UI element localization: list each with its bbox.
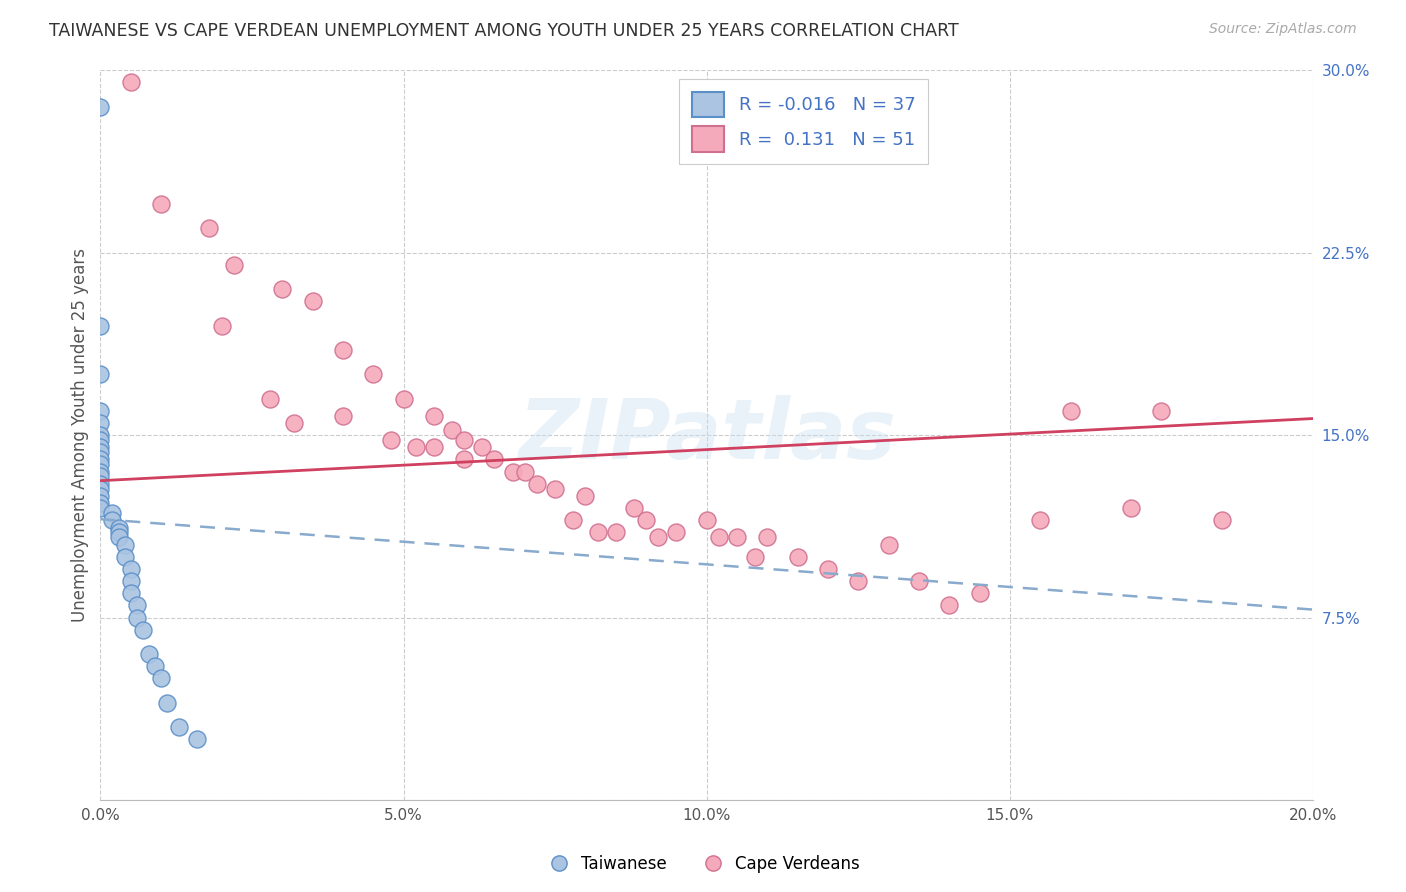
Point <box>150 672 173 686</box>
Point <box>101 513 124 527</box>
Y-axis label: Unemployment Among Youth under 25 years: Unemployment Among Youth under 25 years <box>72 248 89 622</box>
Point <box>301 294 323 309</box>
Point <box>623 501 645 516</box>
Point <box>89 445 111 459</box>
Point <box>1121 501 1143 516</box>
Point <box>120 574 142 588</box>
Point <box>392 392 415 406</box>
Point <box>125 599 148 613</box>
Point <box>453 452 475 467</box>
Point <box>107 530 129 544</box>
Point <box>877 538 900 552</box>
Point <box>725 530 748 544</box>
Point <box>89 440 111 454</box>
Point <box>544 482 567 496</box>
Point <box>89 318 111 333</box>
Point <box>107 525 129 540</box>
Point <box>156 696 179 710</box>
Point <box>89 476 111 491</box>
Point <box>707 530 730 544</box>
Point <box>125 610 148 624</box>
Point <box>786 549 808 564</box>
Point <box>513 465 536 479</box>
Point <box>1059 404 1081 418</box>
Point <box>89 469 111 483</box>
Point <box>132 623 155 637</box>
Point <box>259 392 281 406</box>
Text: TAIWANESE VS CAPE VERDEAN UNEMPLOYMENT AMONG YOUTH UNDER 25 YEARS CORRELATION CH: TAIWANESE VS CAPE VERDEAN UNEMPLOYMENT A… <box>49 22 959 40</box>
Legend: R = -0.016   N = 37, R =  0.131   N = 51: R = -0.016 N = 37, R = 0.131 N = 51 <box>679 79 928 164</box>
Point <box>361 368 384 382</box>
Point <box>423 440 446 454</box>
Point <box>89 433 111 447</box>
Point <box>150 197 173 211</box>
Point <box>211 318 233 333</box>
Point <box>89 404 111 418</box>
Point <box>423 409 446 423</box>
Point <box>332 409 354 423</box>
Point <box>89 501 111 516</box>
Point <box>405 440 427 454</box>
Point <box>89 428 111 442</box>
Point <box>332 343 354 357</box>
Point <box>89 489 111 503</box>
Point <box>471 440 494 454</box>
Point <box>817 562 839 576</box>
Text: Source: ZipAtlas.com: Source: ZipAtlas.com <box>1209 22 1357 37</box>
Point <box>574 489 596 503</box>
Point <box>89 99 111 113</box>
Point <box>441 423 464 437</box>
Legend: Taiwanese, Cape Verdeans: Taiwanese, Cape Verdeans <box>540 848 866 880</box>
Point <box>846 574 869 588</box>
Point <box>636 513 658 527</box>
Point <box>120 586 142 600</box>
Point <box>120 75 142 89</box>
Point <box>696 513 718 527</box>
Point <box>89 368 111 382</box>
Point <box>1211 513 1233 527</box>
Point <box>89 465 111 479</box>
Point <box>107 520 129 534</box>
Point <box>586 525 609 540</box>
Point <box>647 530 669 544</box>
Point <box>186 732 208 747</box>
Point <box>114 549 136 564</box>
Point <box>198 221 221 235</box>
Point <box>222 258 245 272</box>
Point <box>1029 513 1052 527</box>
Point <box>89 458 111 472</box>
Point <box>89 482 111 496</box>
Point <box>938 599 960 613</box>
Point <box>502 465 524 479</box>
Point <box>167 720 190 734</box>
Point <box>114 538 136 552</box>
Point <box>453 433 475 447</box>
Point <box>969 586 991 600</box>
Point <box>908 574 931 588</box>
Text: ZIPatlas: ZIPatlas <box>517 394 896 475</box>
Point <box>89 416 111 430</box>
Point <box>380 433 402 447</box>
Point <box>271 282 294 296</box>
Point <box>101 506 124 520</box>
Point <box>283 416 305 430</box>
Point <box>605 525 627 540</box>
Point <box>89 452 111 467</box>
Point <box>562 513 585 527</box>
Point <box>526 476 548 491</box>
Point <box>1150 404 1173 418</box>
Point <box>143 659 166 673</box>
Point <box>138 647 160 661</box>
Point <box>484 452 506 467</box>
Point <box>89 496 111 510</box>
Point <box>665 525 688 540</box>
Point <box>120 562 142 576</box>
Point <box>756 530 779 544</box>
Point <box>744 549 766 564</box>
